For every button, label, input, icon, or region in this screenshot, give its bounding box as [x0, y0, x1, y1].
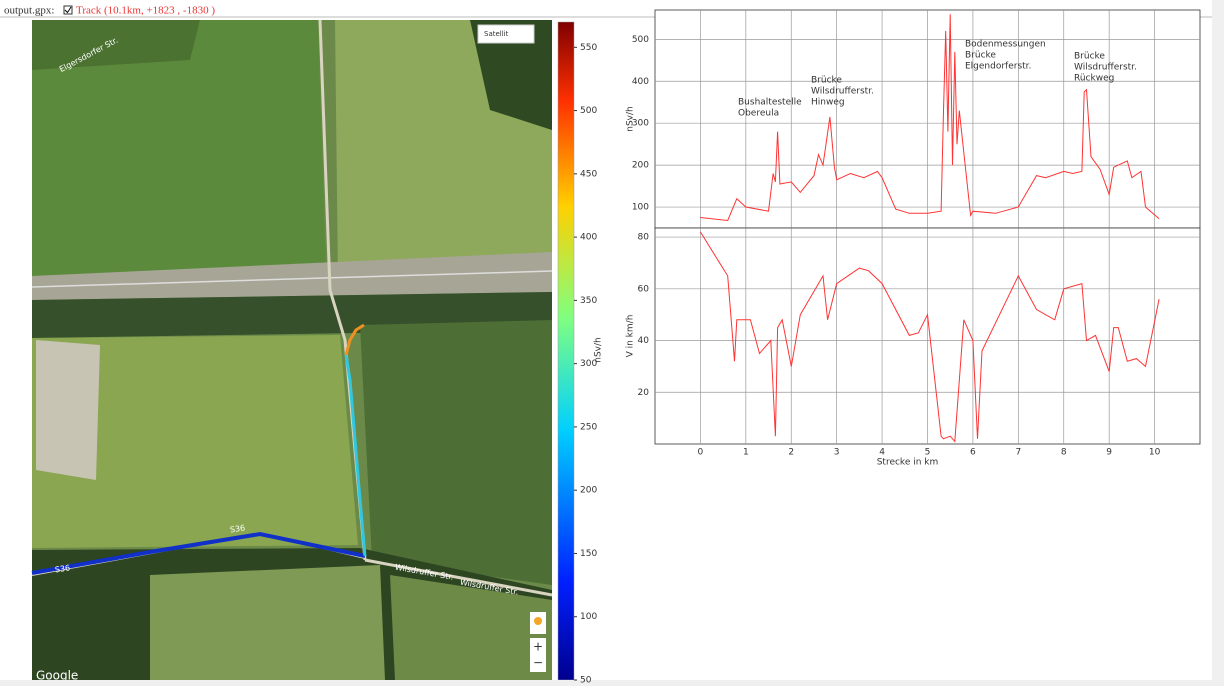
colorbar-tick-label: 100	[580, 612, 597, 622]
quarry	[36, 340, 100, 480]
y-axis-label: nSv/h	[626, 106, 636, 131]
colorbar-tick-label: 50	[580, 676, 592, 686]
x-tick-label: 4	[879, 448, 885, 458]
colorbar-tick-label: 550	[580, 43, 597, 53]
annotation: Brücke	[1074, 52, 1105, 62]
x-axis-label: Strecke in km	[877, 458, 939, 468]
zoom-out[interactable]: −	[533, 656, 543, 670]
annotation: Elgendorferstr.	[965, 62, 1031, 72]
map-type-label: Satellit	[484, 30, 509, 38]
annotation: Bushaltestelle	[738, 98, 802, 108]
colorbar-tick-label: 150	[580, 549, 597, 559]
colorbar-tick-label: 300	[580, 359, 597, 369]
y-tick-label: 200	[632, 161, 649, 171]
colorbar	[558, 22, 574, 680]
x-tick-label: 1	[743, 448, 749, 458]
file-label: output.gpx:	[4, 5, 54, 17]
map[interactable]: Satellit + − Google Elgersdorfer Str.Wil…	[32, 20, 552, 683]
x-tick-label: 8	[1061, 448, 1067, 458]
scrollbar[interactable]	[0, 680, 1212, 686]
field	[360, 320, 552, 585]
annotation: Brücke	[811, 76, 842, 86]
colorbar-tick-label: 450	[580, 169, 597, 179]
annotation: Rückweg	[1074, 74, 1114, 84]
x-tick-label: 2	[788, 448, 794, 458]
colorbar-tick-label: 350	[580, 296, 597, 306]
colorbar-tick-label: 400	[580, 233, 597, 243]
annotation: Obereula	[738, 109, 779, 119]
y-tick-label: 40	[638, 336, 650, 346]
colorbar-tick-label: 250	[580, 422, 597, 432]
track-label[interactable]: Track (10.1km, +1823 , -1830 )	[76, 5, 215, 17]
y-tick-label: 20	[638, 388, 650, 398]
pegman	[534, 617, 542, 625]
annotation: Bodenmessungen	[965, 40, 1046, 50]
annotation: Brücke	[965, 51, 996, 61]
scrollbar[interactable]	[1212, 0, 1224, 686]
colorbar-tick-label: 500	[580, 106, 597, 116]
x-tick-label: 3	[834, 448, 840, 458]
annotation: Hinweg	[811, 98, 845, 108]
x-tick-label: 9	[1106, 448, 1112, 458]
x-tick-label: 6	[970, 448, 976, 458]
y-axis-label: V in km/h	[626, 315, 636, 358]
annotation: Wilsdrufferstr.	[1074, 63, 1137, 73]
x-tick-label: 5	[925, 448, 931, 458]
y-tick-label: 100	[632, 203, 649, 213]
annotation: Wilsdrufferstr.	[811, 87, 874, 97]
y-tick-label: 60	[638, 284, 650, 294]
colorbar-tick-label: 200	[580, 486, 597, 496]
field	[150, 565, 385, 680]
y-tick-label: 80	[638, 233, 650, 243]
x-tick-label: 0	[698, 448, 704, 458]
x-tick-label: 7	[1015, 448, 1021, 458]
x-tick-label: 10	[1149, 448, 1161, 458]
screen: output.gpx: Track (10.1km, +1823 , -1830…	[0, 0, 1224, 686]
y-tick-label: 400	[632, 77, 649, 87]
y-tick-label: 500	[632, 35, 649, 45]
zoom-in[interactable]: +	[533, 640, 543, 654]
page: output.gpx: Track (10.1km, +1823 , -1830…	[0, 0, 1224, 686]
